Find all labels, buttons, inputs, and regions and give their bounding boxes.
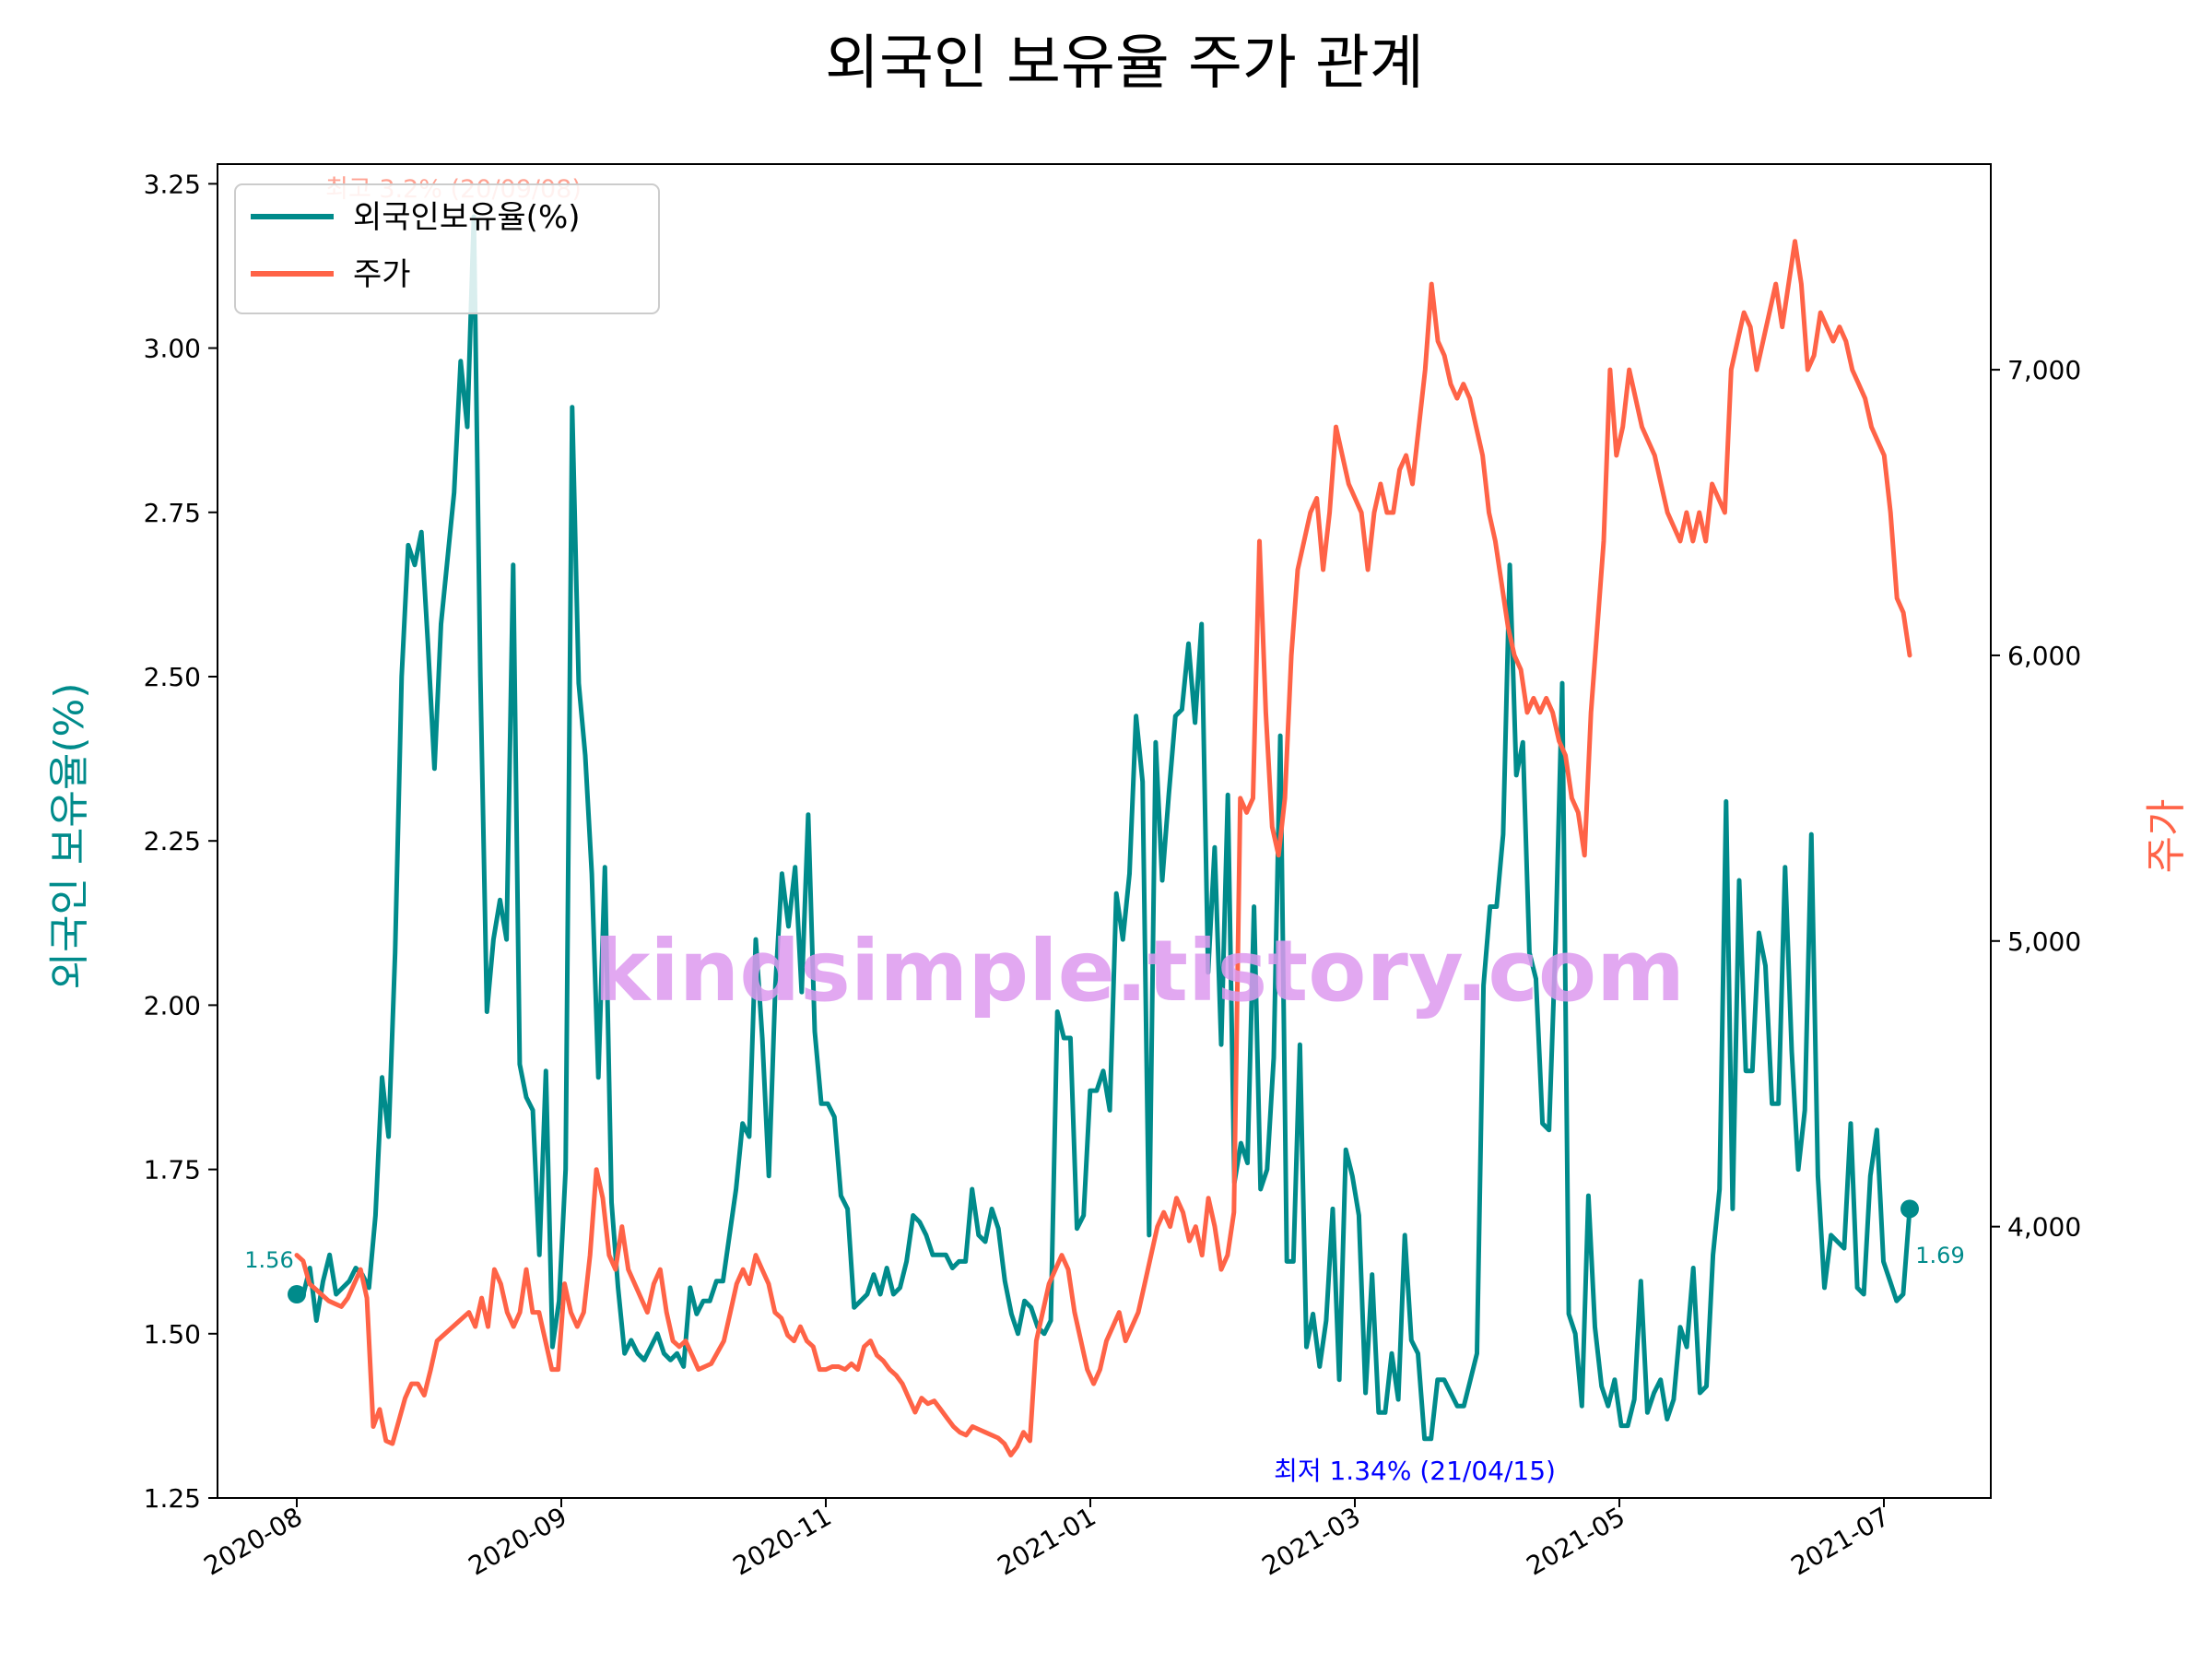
- left-axis-tick-label: 3.25: [144, 169, 201, 199]
- foreign-ratio-line: [294, 214, 1912, 1442]
- left-axis-label: 외국인 보유율(%): [46, 682, 93, 989]
- legend-box: [234, 183, 660, 314]
- left-axis-tick-label: 2.00: [144, 990, 201, 1020]
- left-axis-tick-label: 2.25: [144, 826, 201, 856]
- right-axis-label: 주가: [2143, 799, 2190, 874]
- start-point-marker: [288, 1285, 306, 1304]
- left-axis-tick-label: 3.00: [144, 334, 201, 364]
- min-annotation: 최저 1.34% (21/04/15): [1274, 1456, 1556, 1486]
- left-axis-tick-label: 1.50: [144, 1319, 201, 1350]
- left-axis-tick-label: 2.50: [144, 662, 201, 692]
- price-line: [294, 239, 1912, 1457]
- legend-label-price: 주가: [353, 256, 411, 293]
- left-axis-tick-label: 2.75: [144, 498, 201, 528]
- chart-title: 외국인 보유율 주가 관계: [825, 29, 1424, 98]
- end-point-marker: [1900, 1199, 1919, 1219]
- watermark-text: kindsimple.tistory.com: [594, 922, 1685, 1020]
- left-axis-tick-label: 1.25: [144, 1483, 201, 1514]
- right-axis-tick-label: 4,000: [2007, 1212, 2081, 1243]
- left-axis-tick-label: 1.75: [144, 1155, 201, 1185]
- legend-label-foreign-ratio: 외국인보유율(%): [353, 199, 581, 236]
- start-value-label: 1.56: [244, 1247, 293, 1273]
- right-axis-tick-label: 7,000: [2007, 355, 2081, 385]
- right-axis-tick-label: 5,000: [2007, 926, 2081, 957]
- legend: 외국인보유율(%) 주가: [234, 183, 660, 314]
- end-value-label: 1.69: [1915, 1243, 1964, 1268]
- right-axis-tick-label: 6,000: [2007, 641, 2081, 671]
- plot-frame: [217, 163, 1992, 1499]
